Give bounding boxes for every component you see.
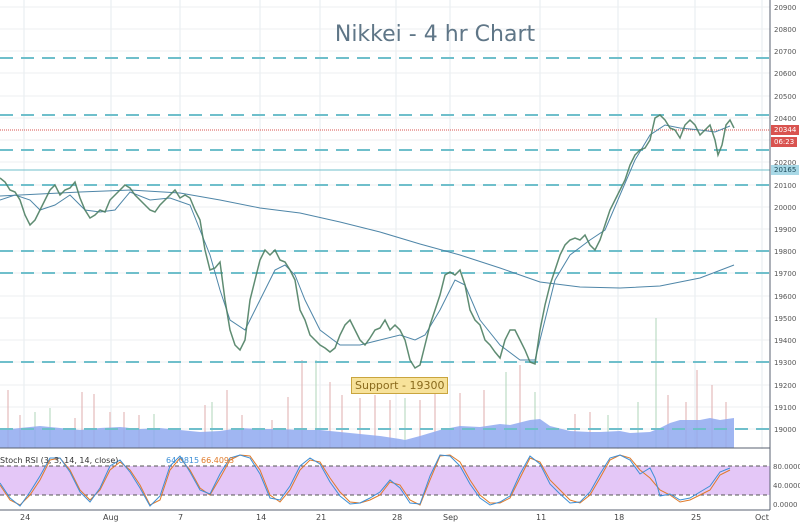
countdown-tag: 06:23: [771, 137, 798, 147]
svg-text:19100: 19100: [774, 404, 796, 412]
svg-text:11: 11: [536, 513, 546, 522]
svg-text:20700: 20700: [774, 48, 796, 56]
level-lines: [0, 57, 770, 430]
stoch-rsi-panel: [0, 449, 770, 511]
svg-text:20500: 20500: [774, 93, 796, 101]
support-annotation[interactable]: Support - 19300: [351, 377, 449, 394]
svg-text:20800: 20800: [774, 26, 796, 34]
svg-text:19900: 19900: [774, 226, 796, 234]
price-axis[interactable]: 20900 20800 20700 20600 20500 20400 2020…: [769, 0, 800, 522]
svg-text:19600: 19600: [774, 293, 796, 301]
svg-text:14: 14: [256, 513, 266, 522]
svg-text:7: 7: [178, 513, 183, 522]
svg-text:25: 25: [691, 513, 701, 522]
chart-title: Nikkei - 4 hr Chart: [334, 22, 536, 47]
svg-text:19500: 19500: [774, 315, 796, 323]
svg-text:19400: 19400: [774, 337, 796, 345]
svg-text:19800: 19800: [774, 248, 796, 256]
stoch-rsi-k-value: 64.0815: [166, 456, 200, 465]
svg-text:Oct: Oct: [755, 513, 769, 522]
stoch-rsi-d-value: 66.4093: [201, 456, 235, 465]
price-candles: [0, 114, 735, 370]
svg-text:Aug: Aug: [103, 513, 119, 522]
svg-text:20000: 20000: [774, 204, 796, 212]
svg-text:20900: 20900: [774, 4, 796, 12]
marked-level-tag: 20165: [771, 165, 800, 175]
time-axis[interactable]: 24 Aug 7 14 21 28 Sep 11 18 25 Oct: [20, 513, 769, 522]
stoch-rsi-label[interactable]: Stoch RSI (3, 3, 14, 14, close): [0, 456, 119, 465]
svg-text:21: 21: [316, 513, 326, 522]
svg-text:0.0000: 0.0000: [773, 501, 798, 509]
volume-panel: [0, 318, 770, 449]
svg-text:19700: 19700: [774, 270, 796, 278]
svg-text:19300: 19300: [774, 359, 796, 367]
svg-text:19200: 19200: [774, 382, 796, 390]
svg-text:18: 18: [614, 513, 624, 522]
svg-text:24: 24: [20, 513, 30, 522]
long-moving-average: [0, 189, 735, 289]
svg-text:20200: 20200: [774, 159, 796, 167]
svg-text:20100: 20100: [774, 182, 796, 190]
svg-text:20400: 20400: [774, 115, 796, 123]
svg-text:80.0000: 80.0000: [773, 463, 800, 471]
svg-text:20600: 20600: [774, 70, 796, 78]
svg-text:28: 28: [392, 513, 402, 522]
svg-text:Sep: Sep: [443, 513, 458, 522]
svg-text:19000: 19000: [774, 426, 796, 434]
svg-text:40.0000: 40.0000: [773, 482, 800, 490]
current-price-tag: 20344: [771, 125, 800, 135]
